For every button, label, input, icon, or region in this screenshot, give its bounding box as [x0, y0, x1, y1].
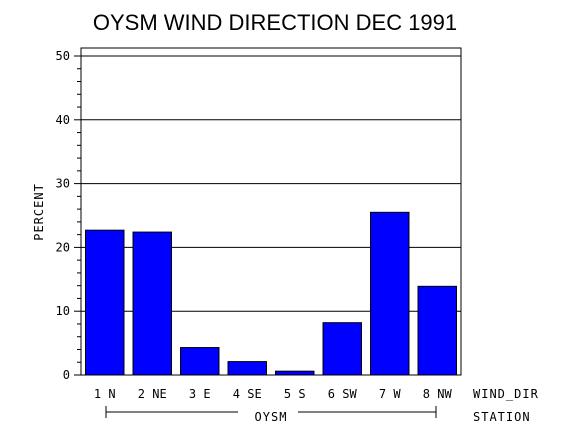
x-axis-label: WIND_DIR — [473, 387, 539, 401]
x-tick-label: 5 S — [284, 387, 306, 401]
y-tick-label: 40 — [56, 113, 70, 127]
bars — [85, 211, 457, 376]
x-tick-label: 7 W — [379, 387, 401, 401]
station-group-bracket — [105, 406, 437, 418]
bar — [180, 347, 220, 376]
bar — [322, 322, 362, 376]
x-tick-label: 4 SE — [233, 387, 262, 401]
x-tick-labels: 1 N 2 NE 3 E 4 SE 5 S 6 SW 7 W 8 NW — [94, 387, 453, 401]
x-tick-label: 3 E — [189, 387, 211, 401]
bar — [275, 370, 315, 376]
chart-title: OYSM WIND DIRECTION DEC 1991 — [93, 10, 457, 35]
x-tick-label: 2 NE — [138, 387, 167, 401]
x-tick-label: 8 NW — [423, 387, 453, 401]
y-tick-label: 30 — [56, 177, 70, 191]
x-tick-label: 6 SW — [328, 387, 358, 401]
bar — [417, 285, 457, 376]
station-group-label: OYSM — [255, 410, 288, 424]
bar — [85, 229, 125, 376]
bar — [370, 211, 410, 376]
y-tick-label: 0 — [63, 368, 70, 382]
y-axis: 0 10 20 30 40 50 — [56, 49, 81, 382]
plot-frame — [80, 47, 462, 376]
x-tick-label: 1 N — [94, 387, 116, 401]
bar — [132, 231, 172, 376]
y-tick-label: 10 — [56, 304, 70, 318]
y-axis-label: PERCENT — [32, 183, 46, 241]
bar — [227, 361, 267, 376]
y-tick-label: 20 — [56, 240, 70, 254]
station-axis-label: STATION — [473, 410, 531, 424]
y-tick-label: 50 — [56, 49, 70, 63]
